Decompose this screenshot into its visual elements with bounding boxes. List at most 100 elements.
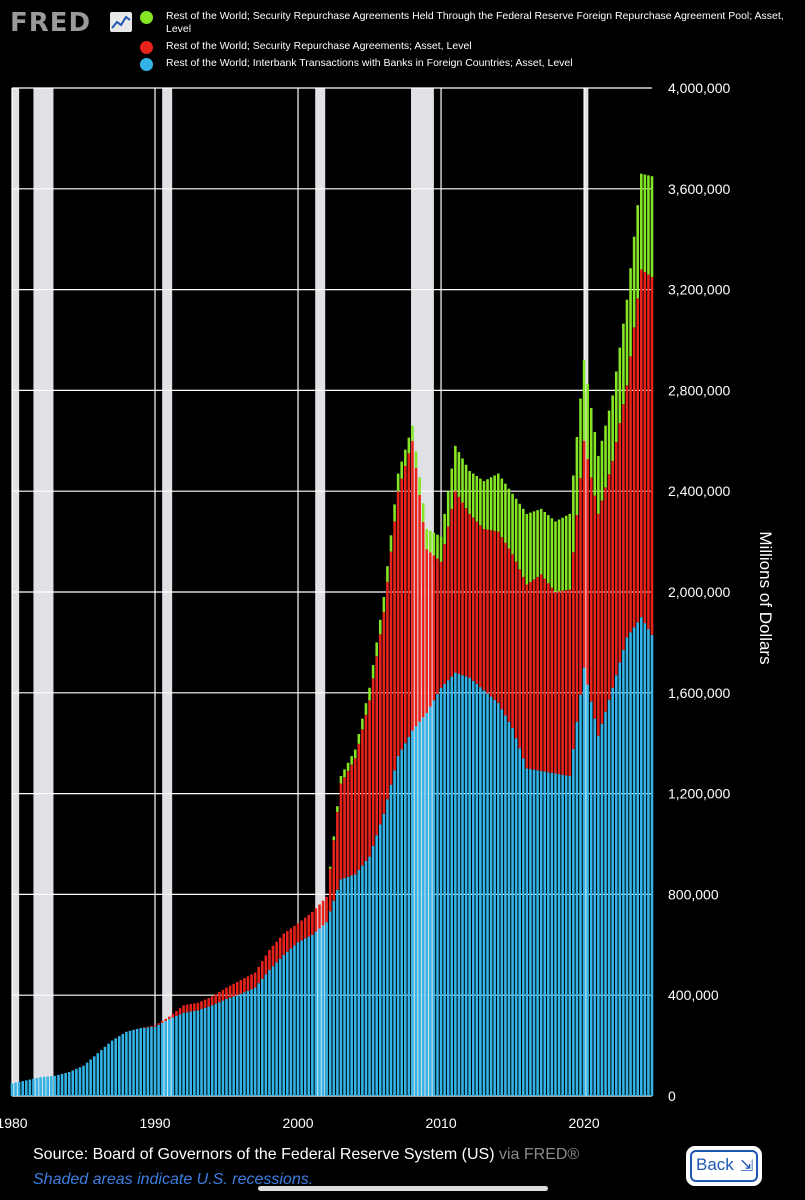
- bar-segment: [210, 996, 214, 1006]
- bar-segment: [171, 1017, 175, 1096]
- bar-segment: [143, 1027, 146, 1028]
- bar-segment: [496, 531, 500, 703]
- bar-segment: [514, 738, 518, 1096]
- y-tick-label: 2,800,000: [668, 382, 730, 398]
- bar-segment: [425, 712, 429, 1096]
- bar-segment: [264, 974, 268, 1096]
- bars: [10, 173, 654, 1096]
- bar-segment: [253, 972, 257, 988]
- bar-segment: [96, 1053, 100, 1096]
- bar-segment: [361, 729, 364, 866]
- bar-segment: [639, 617, 643, 1096]
- bar-segment: [371, 678, 375, 846]
- bar-segment: [443, 513, 446, 545]
- bar-segment: [604, 425, 607, 488]
- bar-segment: [611, 687, 614, 1096]
- bar-segment: [639, 173, 643, 270]
- bar-segment: [411, 440, 414, 731]
- bar-segment: [543, 578, 547, 772]
- bar-segment: [464, 508, 468, 677]
- bar-segment: [361, 718, 364, 730]
- bar-segment: [350, 875, 353, 1096]
- bar-segment: [575, 515, 579, 722]
- bar-segment: [543, 511, 547, 579]
- bar-segment: [482, 529, 486, 691]
- bar-segment: [235, 981, 239, 996]
- bar-segment: [150, 1027, 153, 1096]
- bar-segment: [479, 687, 482, 1096]
- bar-segment: [339, 879, 343, 1096]
- legend-dot-red: [140, 41, 153, 54]
- bar-segment: [246, 976, 250, 991]
- bar-segment: [489, 477, 493, 531]
- bar-segment: [307, 914, 311, 937]
- bar-segment: [643, 174, 647, 272]
- bar-segment: [521, 576, 525, 759]
- bar-segment: [393, 521, 396, 771]
- bar-segment: [625, 385, 629, 638]
- bar-segment: [239, 993, 243, 1096]
- bar-segment: [600, 440, 604, 501]
- bar-segment: [518, 569, 521, 749]
- y-tick-label: 0: [668, 1088, 676, 1104]
- bar-segment: [414, 451, 418, 468]
- bar-segment: [461, 502, 464, 676]
- bar-segment: [200, 1001, 203, 1010]
- bar-segment: [614, 371, 618, 443]
- bar-segment: [289, 948, 293, 1096]
- bar-segment: [593, 495, 597, 719]
- bar-segment: [496, 473, 500, 532]
- bar-segment: [443, 683, 446, 1096]
- bar-segment: [479, 478, 482, 526]
- bar-segment: [325, 922, 328, 1096]
- bar-segment: [586, 459, 589, 685]
- bar-segment: [182, 1005, 185, 1013]
- bar-segment: [436, 558, 439, 695]
- back-button[interactable]: Back ⇲: [686, 1146, 762, 1186]
- bar-segment: [568, 775, 572, 1096]
- bar-segment: [568, 589, 572, 776]
- bar-segment: [300, 940, 303, 1096]
- bar-segment: [604, 487, 607, 712]
- bar-segment: [525, 768, 529, 1096]
- bar-segment: [429, 552, 432, 707]
- bar-segment: [321, 925, 325, 1096]
- y-tick-label: 3,200,000: [668, 282, 730, 298]
- bar-segment: [454, 445, 457, 492]
- bar-segment: [332, 836, 336, 841]
- bar-segment: [618, 662, 622, 1096]
- bar-segment: [39, 1077, 42, 1096]
- bar-segment: [457, 452, 461, 497]
- bar-segment: [207, 1006, 210, 1096]
- bar-segment: [357, 869, 361, 1096]
- bar-segment: [589, 701, 593, 1096]
- bar-segment: [429, 706, 432, 1096]
- bar-segment: [432, 555, 436, 701]
- bar-segment: [164, 1021, 168, 1096]
- home-indicator[interactable]: [258, 1186, 548, 1191]
- bar-segment: [396, 473, 400, 492]
- bar-segment: [139, 1027, 143, 1096]
- legend-dot-blue: [140, 58, 153, 71]
- bar-segment: [547, 515, 550, 584]
- bar-segment: [489, 530, 493, 697]
- bar-segment: [518, 503, 521, 570]
- bar-segment: [550, 587, 554, 773]
- bar-segment: [92, 1056, 96, 1096]
- bar-segment: [564, 775, 568, 1096]
- y-tick-label: 2,400,000: [668, 483, 730, 499]
- bar-segment: [411, 425, 414, 441]
- bar-segment: [554, 592, 557, 774]
- bar-segment: [378, 619, 382, 635]
- bar-segment: [361, 865, 364, 1096]
- bar-segment: [71, 1070, 75, 1096]
- bar-segment: [382, 813, 386, 1096]
- bar-segment: [28, 1079, 32, 1096]
- bar-segment: [386, 566, 389, 582]
- bar-segment: [14, 1082, 17, 1096]
- bar-segment: [318, 904, 321, 929]
- bar-segment: [332, 840, 336, 901]
- bar-segment: [153, 1025, 157, 1027]
- legend-dot-green: [140, 11, 153, 24]
- chart-legend: Rest of the World; Security Repurchase A…: [140, 10, 790, 74]
